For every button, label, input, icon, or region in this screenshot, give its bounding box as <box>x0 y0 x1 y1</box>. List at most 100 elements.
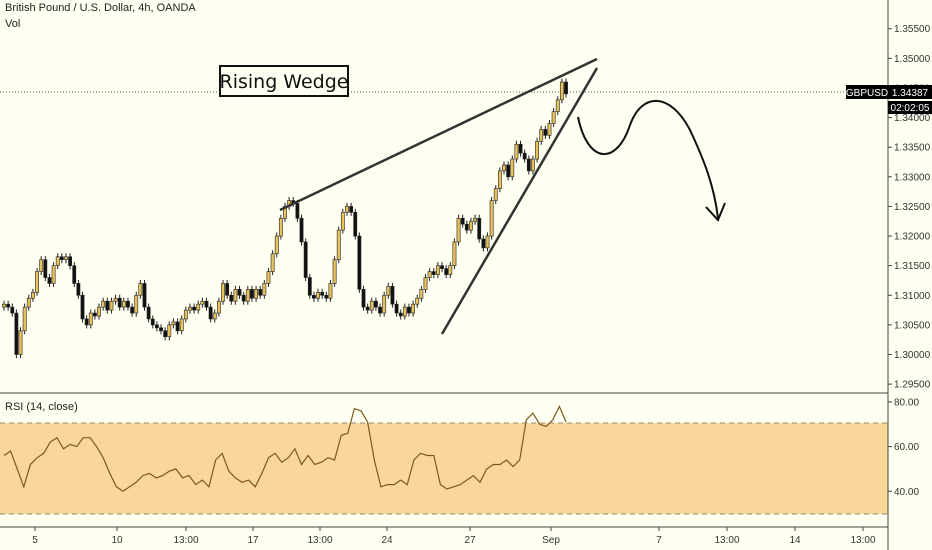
time-tick-label: 13:00 <box>714 535 739 546</box>
candle-body <box>464 223 469 231</box>
candle-body <box>68 256 73 266</box>
candle-body <box>237 289 242 296</box>
candle-body <box>159 327 163 332</box>
time-tick-label: 24 <box>381 535 393 546</box>
candle-body <box>435 265 440 275</box>
candle-body <box>353 212 358 237</box>
countdown-box <box>888 101 932 114</box>
candle-body <box>196 303 201 311</box>
candle-body <box>225 283 230 296</box>
candle-body <box>55 256 60 266</box>
candle-body <box>97 306 101 317</box>
candle-body <box>204 300 209 308</box>
candle-body <box>332 259 337 284</box>
candle-body <box>39 259 44 272</box>
wedge-upper-line <box>279 57 598 212</box>
time-tick-label: 27 <box>464 535 476 546</box>
rsi-axis: 80.00 60.00 40.00 <box>888 397 919 498</box>
candle-body <box>299 217 304 243</box>
candle-body <box>328 283 333 299</box>
candle-body <box>394 303 399 314</box>
candle-body <box>312 294 316 299</box>
candle-body <box>221 283 225 302</box>
candle-body <box>200 300 205 305</box>
time-tick-label: 13:00 <box>307 535 332 546</box>
projection-arrow-path <box>577 99 719 219</box>
candle-body <box>130 306 135 314</box>
candle-body <box>241 294 246 302</box>
price-tick-label: 1.34000 <box>894 113 931 124</box>
candle-body <box>212 312 217 320</box>
price-tag-value-box <box>888 85 932 99</box>
candle-body <box>559 81 564 101</box>
candle-body <box>208 306 213 320</box>
candle-body <box>456 217 461 243</box>
candle-body <box>427 271 432 278</box>
rsi-tick-label: 40.00 <box>894 487 919 498</box>
wedge-lower-line <box>440 67 599 335</box>
time-tick-label: 7 <box>656 535 662 546</box>
candle-body <box>411 303 416 314</box>
candle-body <box>59 256 64 261</box>
candle-body <box>274 235 279 255</box>
candle-body <box>481 238 486 249</box>
time-tick-label: 10 <box>111 535 123 546</box>
price-tag-symbol: GBPUSD <box>846 88 888 99</box>
candle-body <box>514 143 519 160</box>
time-tick-label: 13:00 <box>850 535 875 546</box>
price-tick-label: 1.29500 <box>894 380 931 391</box>
candle-body <box>10 306 15 314</box>
pattern-label-box <box>219 65 349 97</box>
candle-body <box>489 200 494 237</box>
candle-body <box>2 303 6 308</box>
candle-body <box>493 188 498 201</box>
time-tick-label: 13:00 <box>173 535 198 546</box>
candle-body <box>121 300 126 308</box>
candle-body <box>270 253 275 272</box>
candle-body <box>448 265 453 275</box>
candle-body <box>88 312 93 326</box>
price-tick-label: 1.30000 <box>894 350 931 361</box>
price-tag-box <box>846 85 888 99</box>
candle-body <box>105 300 110 311</box>
candle-body <box>146 306 151 320</box>
price-pane: Rising Wedge <box>0 57 888 359</box>
candle-body <box>93 312 97 317</box>
candle-body <box>22 306 27 332</box>
candle-body <box>345 206 349 213</box>
price-tick-label: 1.35500 <box>894 24 931 35</box>
candle-body <box>84 318 89 326</box>
candle-body <box>444 268 449 275</box>
time-tick-label: 14 <box>789 535 801 546</box>
price-tick-label: 1.32000 <box>894 232 931 243</box>
candle-body <box>171 321 176 326</box>
candle-body <box>126 300 130 308</box>
candle-body <box>431 271 436 275</box>
candle-body <box>485 235 490 249</box>
candle-body <box>473 217 477 222</box>
candle-body <box>188 306 192 311</box>
candle-body <box>14 312 19 355</box>
time-tick-label: Sep <box>542 535 560 546</box>
rsi-line <box>3 404 567 493</box>
time-tick-label: 5 <box>32 535 38 546</box>
candle-body <box>229 294 234 302</box>
price-tick-label: 1.32500 <box>894 202 931 213</box>
rsi-band <box>0 423 888 514</box>
candle-body <box>551 111 556 124</box>
rsi-tick-label: 80.00 <box>894 397 919 408</box>
price-tick-label: 1.33000 <box>894 172 931 183</box>
candle-body <box>117 297 122 308</box>
candle-body <box>423 277 428 290</box>
candle-body <box>266 271 271 284</box>
rsi-label: RSI (14, close) <box>5 401 78 413</box>
candle-body <box>497 170 502 189</box>
candle-body <box>6 303 11 308</box>
candle-body <box>324 294 329 299</box>
candle-body <box>349 206 354 213</box>
candle-body <box>340 212 345 231</box>
candle-body <box>531 158 535 172</box>
candle-body <box>154 324 159 329</box>
candle-body <box>51 265 56 284</box>
